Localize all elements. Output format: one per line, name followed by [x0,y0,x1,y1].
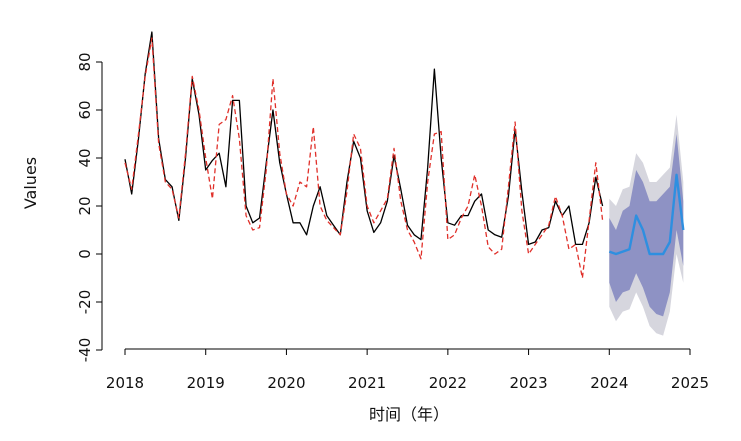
x-tick-label: 2023 [509,374,547,392]
x-tick-label: 2025 [671,374,709,392]
y-tick-label: 20 [76,196,94,215]
y-tick-label: -40 [76,338,94,363]
actual-series-line [124,31,604,246]
x-tick-label: 2022 [429,374,467,392]
x-tick-label: 2021 [348,374,386,392]
x-tick-label: 2018 [106,374,144,392]
x-tick-label: 2024 [590,374,628,392]
y-tick-label: 0 [76,249,94,259]
forecast-series-line [608,173,685,256]
x-axis-title: 时间（年） [369,405,449,424]
y-tick-label: 80 [76,52,94,71]
prediction-band-80 [609,134,684,317]
y-tick-label: -20 [76,290,94,315]
y-axis-title: Values [21,157,40,209]
prediction-interval-bands [609,114,684,336]
x-tick-label: 2019 [187,374,225,392]
y-tick-label: 40 [76,148,94,167]
x-tick-label: 2020 [267,374,305,392]
y-tick-label: 60 [76,100,94,119]
fitted-series-line [124,37,604,279]
axes: -40 -20 0 20 40 60 80 2018 2019 2020 2021 2022 2023 2… [76,52,709,392]
series-lines [124,31,685,279]
